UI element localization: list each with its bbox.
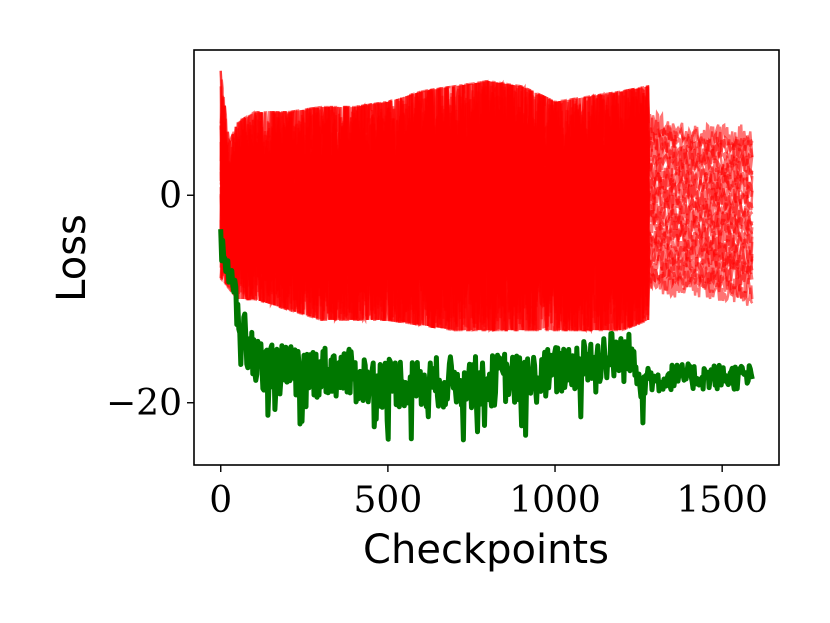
plot-frame — [193, 49, 780, 466]
y-axis-ticks: 0 −20 — [106, 175, 194, 424]
x-axis-label: Checkpoints — [363, 527, 609, 573]
x-tick-label: 500 — [354, 480, 423, 521]
y-tick-label: −20 — [106, 383, 182, 424]
x-tick-label: 0 — [209, 480, 232, 521]
y-tick-label: 0 — [159, 175, 182, 216]
x-tick-label: 1000 — [509, 480, 601, 521]
x-tick-label: 1500 — [676, 480, 768, 521]
y-axis-label: Loss — [49, 214, 95, 302]
highlighted-run-line — [218, 229, 755, 443]
series-layer — [218, 70, 755, 443]
run-line — [219, 79, 754, 227]
x-axis-ticks: 0 500 1000 1500 — [209, 465, 768, 521]
